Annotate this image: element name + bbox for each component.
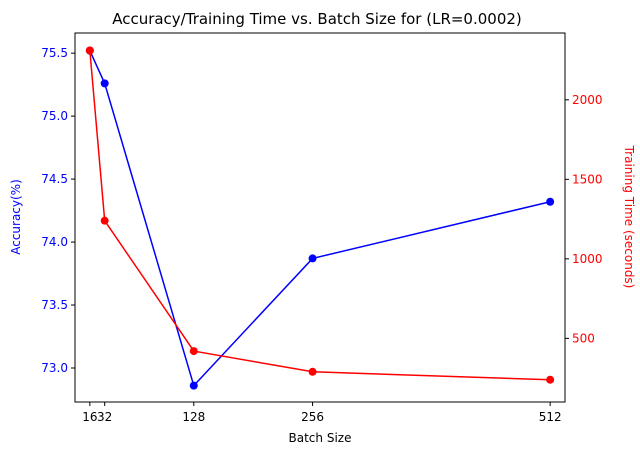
- x-tick-label: 16: [82, 410, 97, 424]
- right-y-tick-label: 1500: [572, 172, 603, 186]
- plot-area: [74, 32, 566, 403]
- right-y-axis-label: Training Time (seconds): [622, 145, 636, 289]
- right-y-axis-ticks: 500 1000 1500 2000: [565, 93, 603, 345]
- left-y-axis-label: Accuracy(%): [9, 179, 23, 255]
- accuracy-point: [308, 254, 317, 263]
- right-y-tick-label: 500: [572, 331, 595, 345]
- left-y-axis-ticks: 73.0 73.5 74.0 74.5 75.0 75.5: [41, 46, 75, 375]
- x-axis-ticks: 16 32 128 256 512: [82, 402, 562, 424]
- left-y-tick-label: 74.0: [41, 235, 68, 249]
- accuracy-point: [546, 197, 555, 206]
- x-tick-label: 128: [182, 410, 205, 424]
- training-time-point: [100, 216, 109, 225]
- accuracy-point: [189, 381, 198, 390]
- left-y-tick-label: 75.5: [41, 46, 68, 60]
- right-y-tick-label: 1000: [572, 252, 603, 266]
- left-y-tick-label: 74.5: [41, 172, 68, 186]
- accuracy-point: [100, 79, 109, 88]
- accuracy-series-line: [89, 50, 551, 388]
- right-y-tick-label: 2000: [572, 93, 603, 107]
- chart-title: Accuracy/Training Time vs. Batch Size fo…: [112, 10, 522, 28]
- training-time-point: [189, 347, 198, 356]
- x-axis-label: Batch Size: [289, 431, 352, 445]
- training-time-point: [85, 46, 94, 55]
- series-layer: [85, 46, 555, 390]
- training-time-series-line: [89, 50, 551, 381]
- x-tick-label: 32: [97, 410, 112, 424]
- left-y-tick-label: 73.0: [41, 361, 68, 375]
- x-tick-label: 256: [301, 410, 324, 424]
- training-time-point: [308, 367, 317, 376]
- training-time-point: [546, 375, 555, 384]
- left-y-tick-label: 75.0: [41, 109, 68, 123]
- x-tick-label: 512: [539, 410, 562, 424]
- left-y-tick-label: 73.5: [41, 298, 68, 312]
